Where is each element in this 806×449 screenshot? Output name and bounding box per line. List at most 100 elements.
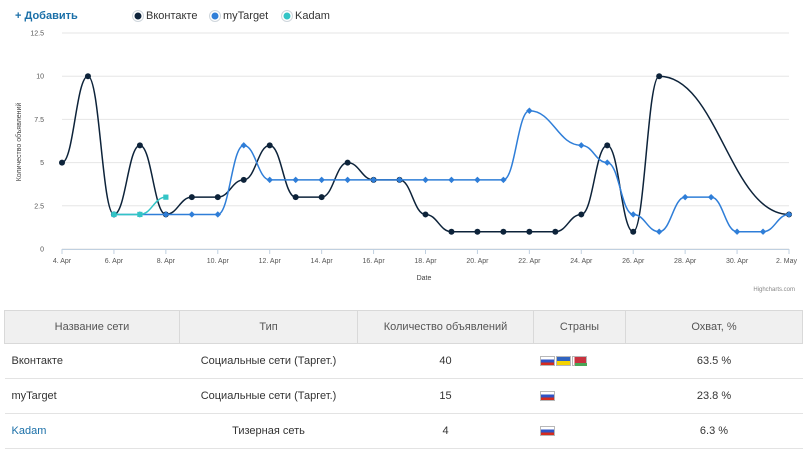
data-point[interactable]	[266, 142, 273, 149]
data-point[interactable]	[344, 159, 351, 166]
legend-item-vkontakte[interactable]: Вконтакте	[132, 10, 198, 22]
data-point[interactable]	[526, 107, 533, 114]
data-point[interactable]	[655, 228, 663, 235]
data-point[interactable]	[474, 228, 481, 235]
network-name-cell: Kadam	[4, 413, 180, 449]
data-point[interactable]	[396, 176, 403, 184]
x-tick-label: 8. Apr	[157, 258, 176, 265]
x-tick-label: 26. Apr	[622, 258, 645, 265]
reach-cell: 23.8 %	[625, 378, 803, 414]
data-point[interactable]	[630, 211, 637, 218]
chart-credits[interactable]: Highcharts.com	[753, 287, 795, 293]
data-point[interactable]	[733, 228, 741, 235]
header-reach[interactable]: Охват, %	[625, 310, 803, 344]
legend-label-vkontakte: Вконтакте	[146, 10, 197, 22]
data-point[interactable]	[656, 73, 663, 80]
russia-flag-icon	[539, 391, 555, 402]
data-point[interactable]	[422, 211, 429, 218]
x-tick-label: 6. Apr	[105, 258, 124, 265]
header-countries[interactable]: Страны	[533, 310, 626, 344]
network-name-cell: Вконтакте	[4, 343, 180, 379]
data-point[interactable]	[500, 176, 507, 184]
ad-count-cell: 15	[357, 378, 534, 414]
data-point[interactable]	[759, 228, 767, 235]
x-axis-title: Date	[417, 275, 432, 282]
series-vkontakte[interactable]	[59, 73, 792, 235]
chart-series	[59, 73, 793, 235]
x-tick-label: 20. Apr	[466, 258, 489, 265]
y-axis-ticks: 0 2.5 5 7.5 10 12.5	[30, 31, 44, 254]
data-point[interactable]	[681, 193, 689, 201]
data-point[interactable]	[163, 194, 169, 200]
data-point[interactable]	[111, 211, 117, 218]
data-point[interactable]	[266, 176, 273, 184]
data-point[interactable]	[214, 194, 221, 201]
x-tick-label: 28. Apr	[674, 258, 697, 265]
network-name-link[interactable]: Kadam	[11, 425, 47, 437]
header-type[interactable]: Тип	[179, 310, 358, 344]
x-tick-label: 14. Apr	[311, 258, 334, 265]
header-network-name[interactable]: Название сети	[4, 310, 180, 344]
data-point[interactable]	[707, 193, 715, 201]
data-point[interactable]	[214, 211, 221, 218]
network-type-cell: Социальные сети (Таргет.)	[179, 343, 358, 379]
reach-cell: 6.3 %	[625, 413, 803, 449]
data-point[interactable]	[318, 176, 325, 184]
y-tick-label: 7.5	[34, 117, 44, 124]
data-point[interactable]	[188, 211, 196, 218]
data-point[interactable]	[604, 142, 611, 149]
x-tick-label: 24. Apr	[570, 258, 593, 265]
x-tick-label: 4. Apr	[53, 258, 72, 265]
data-point[interactable]	[84, 73, 91, 80]
legend-item-kadam[interactable]: Kadam	[281, 10, 330, 22]
y-axis-title: Количество объявлений	[15, 103, 23, 182]
reach-cell: 63.5 %	[625, 343, 803, 379]
data-point[interactable]	[136, 142, 143, 149]
data-point[interactable]	[240, 176, 247, 183]
legend-item-mytarget[interactable]: myTarget	[209, 10, 269, 22]
y-tick-label: 10	[36, 74, 44, 81]
table-row: Kadam Тизерная сеть 4 6.3 %	[4, 413, 803, 449]
countries-cell	[533, 413, 626, 449]
data-point[interactable]	[448, 228, 455, 235]
y-tick-label: 5	[40, 160, 44, 167]
ad-count-chart: + Добавить Вконтакте myTarget Kadam 0 2.5…	[15, 10, 797, 293]
data-point[interactable]	[474, 176, 481, 184]
data-point[interactable]	[578, 211, 585, 218]
data-point[interactable]	[292, 194, 299, 201]
data-point[interactable]	[500, 228, 507, 235]
series-mytarget[interactable]	[110, 107, 793, 235]
x-tick-label: 30. Apr	[726, 258, 749, 265]
data-point[interactable]	[552, 228, 559, 235]
data-point[interactable]	[318, 194, 325, 201]
y-tick-label: 0	[40, 247, 44, 254]
networks-table: Название сети Тип Количество объявлений …	[4, 310, 803, 449]
data-point[interactable]	[578, 142, 585, 149]
x-tick-label: 18. Apr	[414, 258, 437, 265]
series-kadam[interactable]	[111, 194, 169, 218]
add-network-link[interactable]: + Добавить	[15, 10, 78, 22]
series-line-vkontakte	[61, 75, 790, 233]
data-point[interactable]	[526, 228, 533, 235]
y-tick-label: 2.5	[34, 203, 44, 210]
ad-count-cell: 4	[357, 413, 534, 449]
header-ad-count[interactable]: Количество объявлений	[357, 310, 534, 344]
data-point[interactable]	[292, 176, 299, 184]
data-point[interactable]	[240, 142, 247, 149]
ad-count-cell: 40	[357, 343, 534, 379]
x-tick-label: 10. Apr	[207, 258, 230, 265]
data-point[interactable]	[59, 159, 65, 166]
series-line-mytarget	[113, 110, 790, 233]
data-point[interactable]	[630, 228, 637, 235]
data-point[interactable]	[344, 176, 351, 184]
data-point[interactable]	[370, 176, 377, 184]
data-point[interactable]	[162, 211, 170, 218]
russia-flag-icon	[539, 426, 555, 437]
data-point[interactable]	[785, 211, 793, 218]
data-point[interactable]	[604, 159, 611, 166]
data-point[interactable]	[448, 176, 455, 184]
data-point[interactable]	[137, 211, 143, 218]
data-point[interactable]	[422, 176, 429, 184]
data-point[interactable]	[188, 194, 195, 201]
belarus-flag-icon	[571, 356, 587, 367]
